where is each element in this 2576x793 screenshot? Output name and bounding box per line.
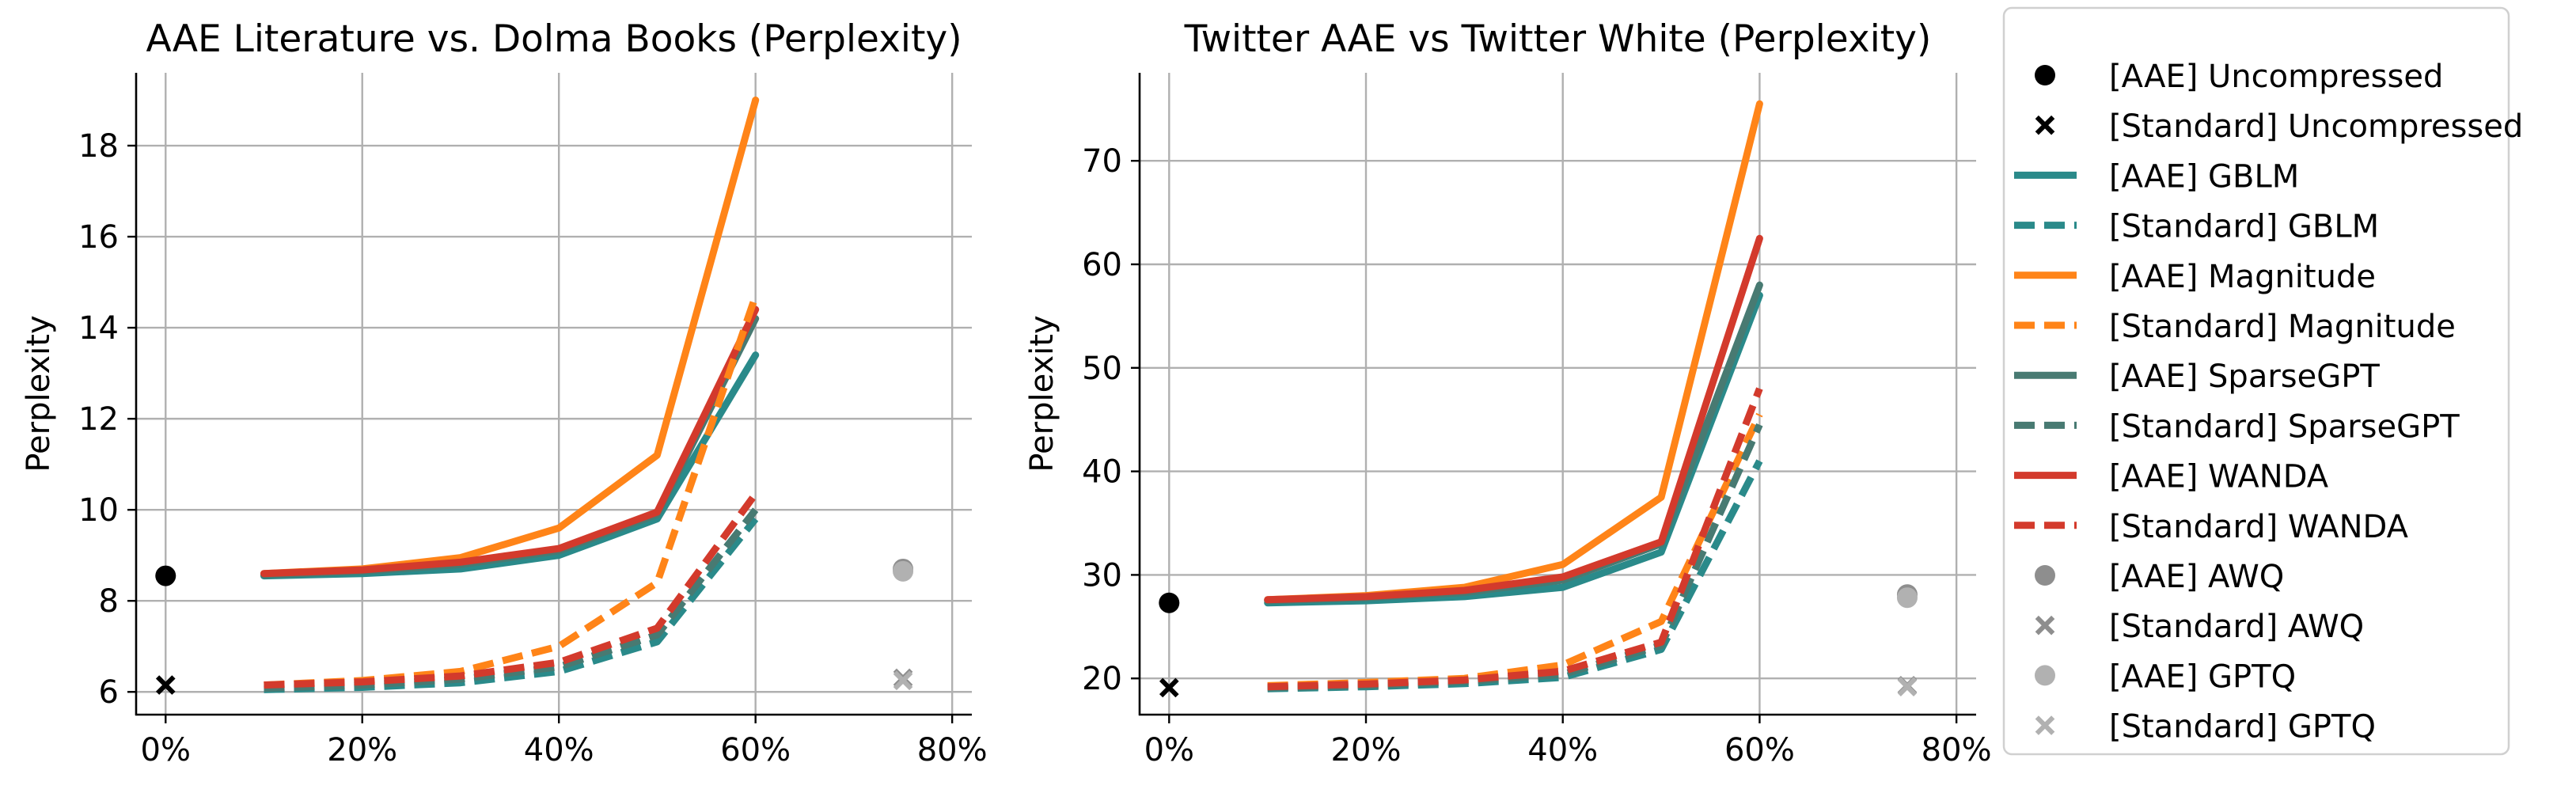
x-tick-label: 80% [1922,732,1992,768]
series-line-standard-magnitude [264,294,759,689]
legend-label: [Standard] Uncompressed [2109,108,2523,145]
legend-entry-standard-magnitude: [Standard] Magnitude [2014,309,2456,345]
y-tick-label: 70 [1082,143,1122,180]
legend: [AAE] Uncompressed [Standard] Uncompresse… [2002,6,2523,756]
point-aae-gptq [1896,587,1918,609]
legend-entry-aae-gptq: [AAE] GPTQ [2035,658,2296,695]
y-axis-label: Perplexity [21,315,57,472]
series-line-aae-sparsegpt [1264,281,1763,605]
chart-title: Twitter AAE vs Twitter White (Perplexity… [1184,17,1932,61]
chart-title: AAE Literature vs. Dolma Books (Perplexi… [146,17,962,61]
y-tick-label: 60 [1082,247,1122,283]
y-tick-label: 40 [1082,454,1122,491]
y-tick-label: 30 [1082,557,1122,594]
legend-entry-standard-gptq: [Standard] GPTQ [2035,709,2376,746]
legend-label: [Standard] SparseGPT [2109,408,2460,445]
legend-entry-aae-sparsegpt: [AAE] SparseGPT [2014,359,2380,395]
legend-label: [AAE] Magnitude [2109,259,2376,295]
x-tick-label: 60% [720,732,791,768]
legend-label: [Standard] GBLM [2109,209,2379,245]
legend-label: [AAE] GBLM [2109,158,2299,195]
legend-label: [Standard] Magnitude [2109,309,2456,345]
series-line-standard-magnitude [1267,412,1763,689]
legend-label: [AAE] GPTQ [2109,658,2296,695]
legend-entry-aae-uncompressed: [AAE] Uncompressed [2035,59,2443,95]
series-line-standard-sparsegpt [264,507,759,692]
point-aae-gptq [893,560,914,582]
series-line-aae-wanda [260,305,760,578]
series-line-aae-wanda [1264,234,1763,604]
x-tick-label: 80% [917,732,988,768]
legend-swatch [2035,615,2055,636]
legend-label: [Standard] WANDA [2109,509,2409,545]
legend-swatch [2035,665,2055,686]
point-standard-uncompressed [155,675,176,695]
series-line-standard-wanda [1267,387,1763,691]
y-axis-label: Perplexity [1024,315,1060,472]
x-tick-label: 0% [141,732,191,768]
y-tick-label: 16 [78,219,119,256]
x-tick-label: 60% [1724,732,1795,768]
legend-swatch [2035,715,2055,735]
legend-entry-standard-sparsegpt: [Standard] SparseGPT [2014,408,2460,445]
legend-entry-standard-gblm: [Standard] GBLM [2014,209,2379,245]
x-tick-label: 20% [1331,732,1402,768]
point-standard-uncompressed [1159,677,1179,698]
series-line-aae-gblm [1264,291,1763,607]
legend-swatch [2035,65,2055,85]
chart-aae-literature: 0% 20% 40% 60% 80% 6 8 10 12 14 16 18 AAE Literature… [21,17,988,768]
x-tick-label: 40% [524,732,594,768]
legend-label: [Standard] GPTQ [2109,709,2376,746]
legend-entry-standard-wanda: [Standard] WANDA [2014,509,2409,545]
y-tick-label: 8 [99,583,119,620]
legend-entry-aae-gblm: [AAE] GBLM [2014,158,2299,195]
x-tick-label: 40% [1527,732,1598,768]
y-tick-label: 20 [1082,661,1122,697]
legend-box [2002,6,2510,756]
x-tick-label: 20% [327,732,397,768]
y-tick-label: 12 [78,401,119,438]
y-tick-label: 10 [78,492,119,529]
y-tick-label: 14 [78,310,119,347]
point-aae-uncompressed [155,565,176,586]
series-line-standard-wanda [264,491,759,689]
legend-entry-standard-awq: [Standard] AWQ [2035,609,2364,645]
legend-entry-aae-awq: [AAE] AWQ [2035,559,2284,595]
series-line-aae-magnitude [1264,100,1763,604]
point-aae-uncompressed [1159,592,1180,613]
legend-swatch [2035,115,2055,135]
y-tick-label: 6 [99,674,119,711]
legend-swatch [2035,565,2055,586]
legend-label: [AAE] AWQ [2109,559,2284,595]
legend-label: [AAE] SparseGPT [2109,359,2380,395]
legend-label: [Standard] AWQ [2109,609,2364,645]
legend-entry-aae-wanda: [AAE] WANDA [2014,459,2329,495]
point-standard-gptq [893,670,913,691]
point-standard-gptq [1897,677,1918,697]
legend-label: [AAE] WANDA [2109,459,2329,495]
series-line-standard-gblm [264,516,759,693]
legend-entry-standard-uncompressed: [Standard] Uncompressed [2035,108,2523,145]
legend-label: [AAE] Uncompressed [2109,59,2443,95]
y-tick-label: 18 [78,128,119,165]
x-tick-label: 0% [1144,732,1194,768]
chart-twitter-aae: 0% 20% 40% 60% 80% 20 30 40 50 60 70 Twitter AAE vs… [1024,17,1992,768]
y-tick-label: 50 [1082,351,1122,387]
legend-entry-aae-magnitude: [AAE] Magnitude [2014,259,2376,295]
